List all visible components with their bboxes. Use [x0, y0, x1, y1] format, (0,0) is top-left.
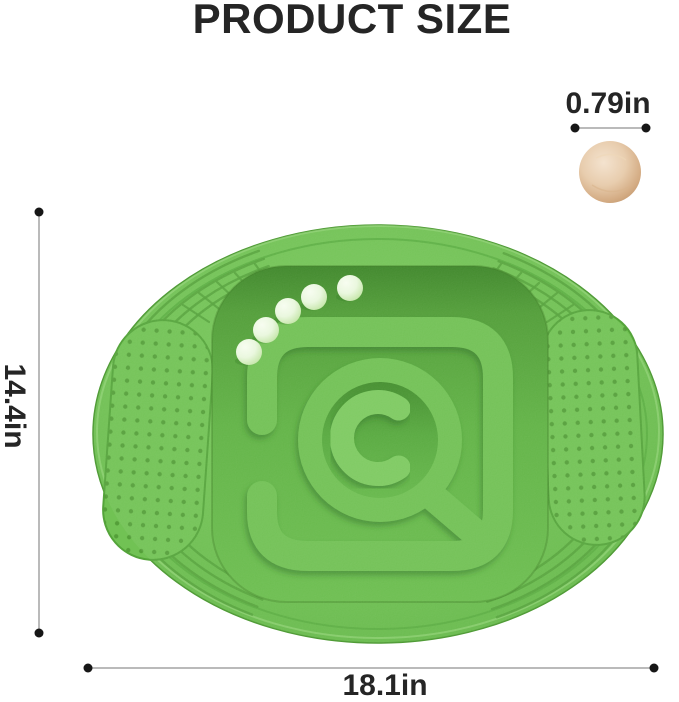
balance-board: [92, 224, 664, 644]
board-texture-overlay: [93, 225, 663, 643]
board-width-label: 18.1in: [342, 669, 428, 702]
wooden-ball: [579, 141, 641, 203]
ball-diameter-label: 0.79in: [565, 87, 651, 120]
board-height-label: 14.4in: [0, 363, 31, 449]
dimension-endpoint-dots: [34, 123, 659, 673]
dimension-annotations: [34, 123, 659, 673]
page-title: PRODUCT SIZE: [192, 0, 512, 42]
